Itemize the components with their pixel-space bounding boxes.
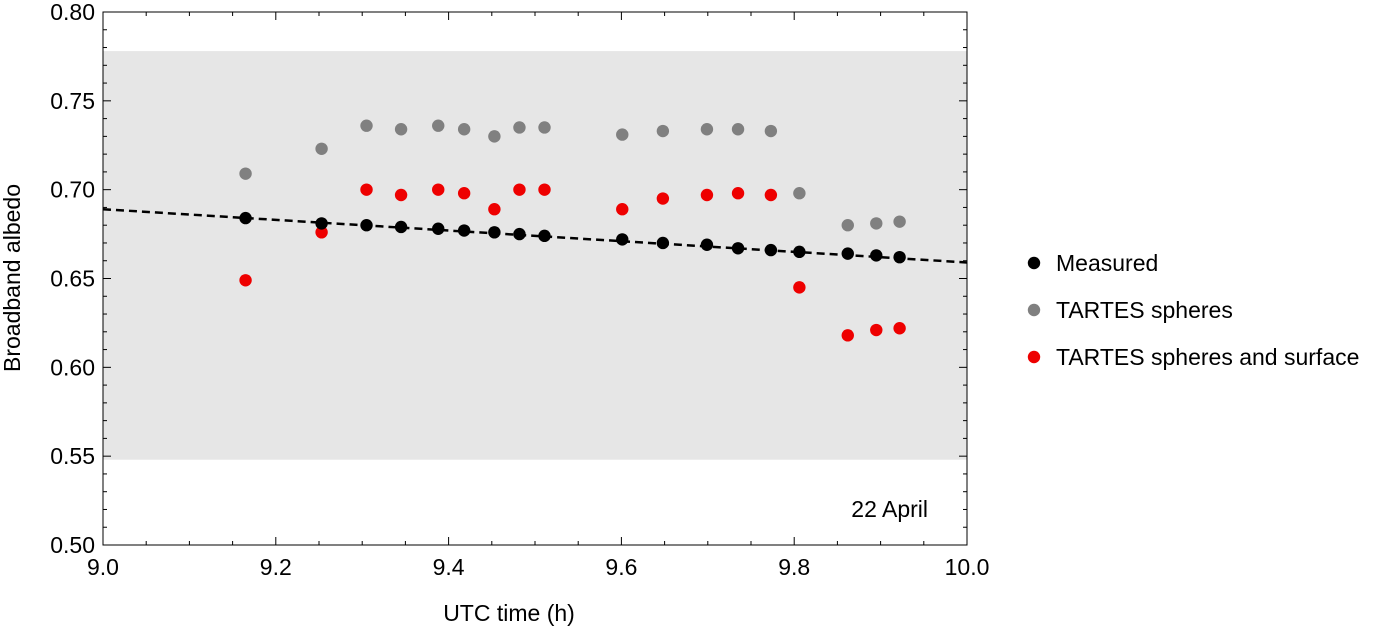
point-tartes-spheres-and-surface bbox=[394, 188, 408, 202]
point-measured bbox=[394, 220, 408, 234]
point-measured bbox=[513, 227, 526, 241]
point-tartes-spheres bbox=[394, 123, 408, 136]
point-tartes-spheres bbox=[432, 119, 445, 132]
legend: Measured TARTES spheres TARTES spheres and… bbox=[1027, 250, 1359, 370]
point-tartes-spheres bbox=[360, 119, 373, 132]
point-tartes-spheres-and-surface bbox=[538, 183, 551, 196]
y-tick-label: 0.50 bbox=[50, 532, 95, 558]
point-tartes-spheres-and-surface bbox=[841, 329, 854, 342]
point-measured bbox=[239, 211, 252, 225]
point-measured bbox=[488, 226, 501, 239]
x-tick-label: 9.4 bbox=[433, 554, 465, 580]
point-tartes-spheres-and-surface bbox=[457, 187, 471, 200]
point-measured bbox=[841, 247, 854, 260]
date-annotation: 22 April bbox=[851, 496, 928, 522]
point-tartes-spheres-and-surface bbox=[700, 188, 714, 202]
y-tick-label: 0.75 bbox=[50, 88, 95, 114]
point-tartes-spheres-and-surface bbox=[616, 203, 629, 216]
data-points bbox=[239, 119, 906, 342]
point-tartes-spheres bbox=[731, 123, 745, 136]
x-tick-labels: 9.0 9.2 9.4 9.6 9.8 10.0 bbox=[87, 554, 989, 580]
point-tartes-spheres-and-surface bbox=[513, 183, 526, 196]
plot-frame bbox=[102, 11, 968, 546]
point-tartes-spheres bbox=[616, 128, 629, 141]
point-tartes-spheres bbox=[488, 130, 501, 143]
point-tartes-spheres bbox=[793, 187, 806, 200]
point-tartes-spheres-and-surface bbox=[793, 281, 806, 294]
point-tartes-spheres bbox=[841, 219, 854, 232]
point-measured bbox=[538, 229, 551, 243]
point-tartes-spheres bbox=[870, 217, 883, 230]
point-measured bbox=[360, 219, 373, 232]
legend-label-tartes-spheres: TARTES spheres bbox=[1056, 297, 1233, 323]
point-measured bbox=[764, 243, 778, 257]
point-tartes-spheres-and-surface bbox=[764, 188, 778, 202]
y-axis-title: Broadband albedo bbox=[0, 184, 25, 372]
legend-label-tartes-spheres-and-surface: TARTES spheres and surface bbox=[1056, 344, 1359, 370]
point-measured bbox=[731, 242, 745, 255]
point-tartes-spheres bbox=[239, 167, 252, 180]
point-measured bbox=[616, 233, 629, 246]
x-tick-label: 9.8 bbox=[778, 554, 810, 580]
x-tick-label: 9.6 bbox=[605, 554, 637, 580]
point-tartes-spheres-and-surface bbox=[315, 226, 328, 239]
point-tartes-spheres bbox=[656, 124, 670, 138]
point-tartes-spheres-and-surface bbox=[656, 192, 670, 205]
x-tick-label: 9.2 bbox=[260, 554, 292, 580]
point-tartes-spheres bbox=[315, 142, 328, 156]
point-tartes-spheres bbox=[513, 121, 526, 134]
point-tartes-spheres bbox=[893, 215, 906, 228]
point-measured bbox=[870, 249, 883, 262]
y-tick-label: 0.65 bbox=[50, 266, 95, 292]
legend-marker-measured bbox=[1027, 256, 1041, 270]
point-tartes-spheres-and-surface bbox=[360, 183, 373, 196]
point-measured bbox=[315, 217, 328, 230]
point-tartes-spheres-and-surface bbox=[488, 203, 501, 216]
y-tick-label: 0.80 bbox=[50, 0, 95, 25]
shaded-range-band bbox=[103, 51, 967, 460]
y-tick-labels: 0.50 0.55 0.60 0.65 0.70 0.75 0.80 bbox=[50, 0, 95, 558]
y-tick-label: 0.60 bbox=[50, 354, 95, 380]
point-tartes-spheres bbox=[700, 123, 714, 136]
x-tick-label: 10.0 bbox=[945, 554, 990, 580]
point-measured bbox=[793, 245, 806, 259]
legend-label-measured: Measured bbox=[1056, 250, 1158, 276]
point-measured bbox=[893, 250, 906, 264]
x-tick-label: 9.0 bbox=[87, 554, 119, 580]
point-tartes-spheres bbox=[764, 124, 778, 138]
point-measured bbox=[457, 224, 471, 237]
point-tartes-spheres-and-surface bbox=[893, 322, 906, 335]
point-tartes-spheres bbox=[538, 121, 551, 134]
point-tartes-spheres bbox=[457, 123, 471, 136]
minor-ticks bbox=[103, 12, 967, 545]
x-axis-title: UTC time (h) bbox=[443, 600, 575, 626]
point-measured bbox=[700, 238, 714, 251]
point-tartes-spheres-and-surface bbox=[432, 183, 445, 196]
y-tick-label: 0.55 bbox=[50, 443, 95, 469]
point-tartes-spheres-and-surface bbox=[239, 274, 252, 287]
point-tartes-spheres-and-surface bbox=[870, 323, 883, 337]
y-tick-label: 0.70 bbox=[50, 177, 95, 203]
point-measured bbox=[432, 222, 445, 235]
legend-marker-tartes-spheres bbox=[1027, 303, 1041, 317]
legend-marker-tartes-spheres-and-surface bbox=[1027, 350, 1041, 364]
point-measured bbox=[656, 236, 670, 250]
point-tartes-spheres-and-surface bbox=[731, 187, 745, 200]
